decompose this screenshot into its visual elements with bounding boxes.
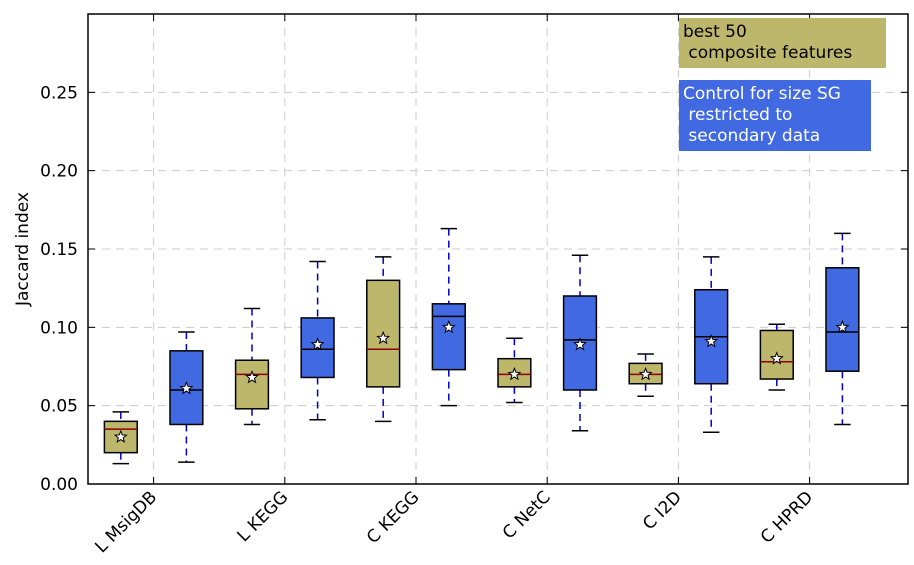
box-plots (103, 227, 860, 465)
y-tick-label: 0.05 (40, 397, 78, 417)
mean-marker (179, 381, 194, 395)
legend-text-line: restricted to (683, 105, 792, 125)
box-iqr (825, 267, 860, 372)
box-control-3 (431, 227, 466, 407)
box-composite-5 (628, 353, 663, 398)
box-composite-3 (366, 256, 401, 423)
y-tick-label: 0.15 (40, 240, 78, 260)
legend-swatch (679, 80, 871, 151)
y-tick-label: 0.20 (40, 162, 78, 182)
mean-marker (769, 351, 784, 365)
box-control-6 (825, 232, 860, 426)
mean-marker (572, 337, 588, 351)
box-iqr (234, 359, 270, 410)
box-composite-2 (234, 307, 270, 426)
legend-text-line: secondary data (683, 126, 820, 146)
y-tick-label: 0.10 (40, 318, 78, 338)
mean-marker (310, 337, 325, 351)
legend-text-line: best 50 (683, 22, 747, 42)
x-tick-label: C KEGG (363, 487, 423, 547)
legend-item-2: Control for size SG restricted to second… (679, 80, 871, 151)
mean-marker (244, 370, 260, 384)
grid-lines (88, 14, 908, 484)
mean-marker (441, 319, 456, 334)
box-composite-6 (759, 323, 794, 391)
box-composite-1 (103, 411, 138, 465)
x-tick-label: C HPRD (757, 487, 817, 547)
box-control-1 (169, 331, 204, 463)
box-control-2 (300, 260, 335, 421)
mean-marker (113, 429, 128, 443)
legend: best 50 composite features Control for si… (679, 18, 886, 151)
mean-marker (835, 319, 850, 334)
y-tick-label: 0.25 (40, 83, 78, 103)
mean-marker (507, 366, 522, 381)
legend-swatch (679, 18, 886, 68)
x-tick-label: C NetC (499, 487, 555, 543)
legend-text-line: composite features (683, 43, 852, 63)
mean-marker (638, 366, 653, 381)
box-control-5 (694, 256, 729, 434)
mean-marker (704, 334, 719, 348)
box-iqr (431, 303, 466, 371)
legend-text-line: Control for size SG (683, 84, 841, 104)
box-control-4 (562, 254, 598, 432)
x-tick-label: L KEGG (234, 487, 293, 546)
y-tick-label: 0.00 (40, 475, 78, 495)
y-axis: 0.00 0.05 0.10 0.15 0.20 0.25 (40, 83, 908, 495)
x-tick-label: L MsigDB (91, 487, 161, 557)
legend-item-1: best 50 composite features (679, 18, 886, 68)
y-axis-label: Jaccard index (13, 192, 33, 307)
x-tick-label: C I2D (639, 487, 686, 534)
mean-marker (376, 330, 391, 345)
box-composite-4 (497, 337, 532, 404)
